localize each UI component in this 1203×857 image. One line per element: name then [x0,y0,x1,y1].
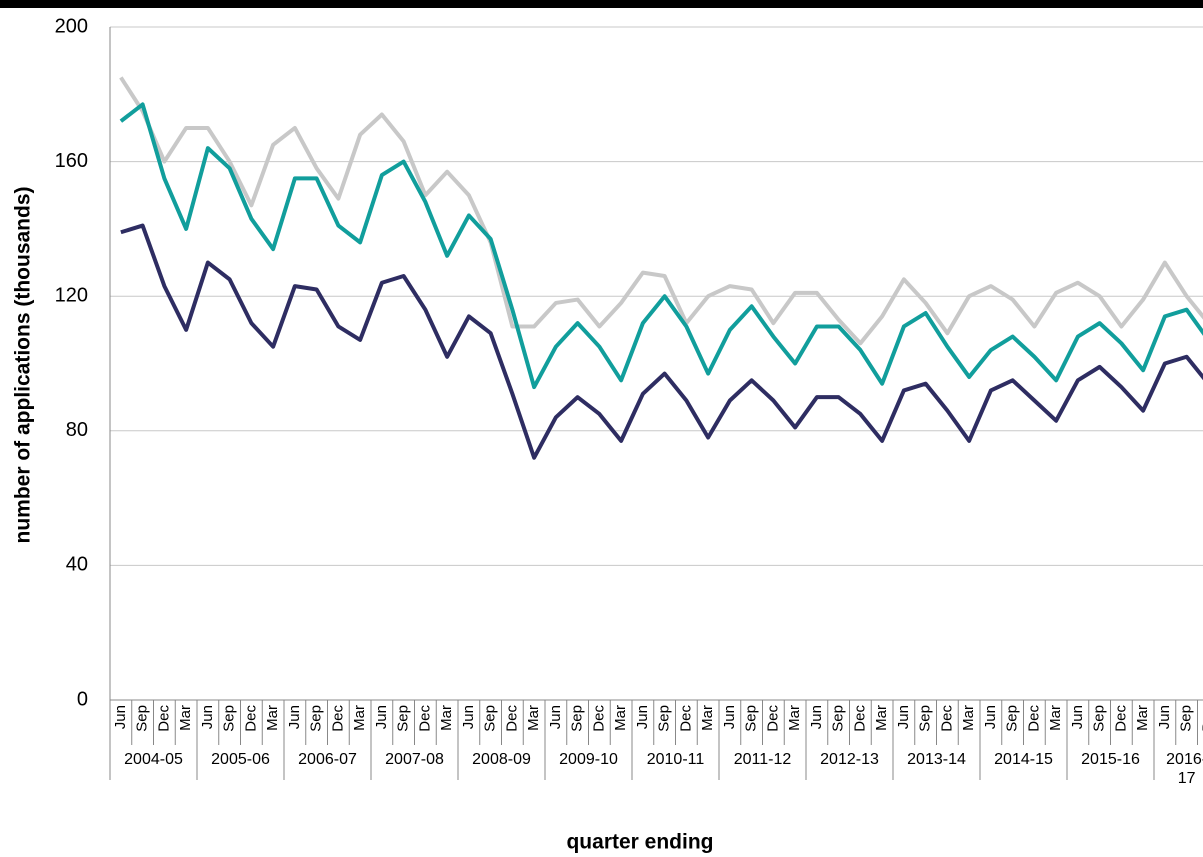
x-group-label: 2016-17 [1166,751,1203,787]
y-axis-title: number of applications (thousands) [12,186,35,543]
x-tick-label: Mar [525,705,542,731]
x-axis-title: quarter ending [566,831,713,854]
x-tick-label: Mar [786,705,803,731]
x-tick-label: Jun [1069,705,1086,729]
x-tick-label: Sep [656,705,673,732]
x-tick-label: Jun [982,705,999,729]
x-tick-label: Sep [308,705,325,732]
x-tick-label: Jun [547,705,564,729]
x-tick-label: Dec [851,705,868,732]
x-tick-label: Sep [395,705,412,732]
x-tick-label: Sep [569,705,586,732]
x-tick-label: Sep [1004,705,1021,732]
x-tick-label: Dec [242,705,259,732]
x-tick-label: Mar [177,705,194,731]
x-tick-label: Jun [199,705,216,729]
x-tick-label: Jun [721,705,738,729]
x-tick-label: Mar [699,705,716,731]
y-tick-label: 40 [66,554,88,576]
x-tick-label: Dec [764,705,781,732]
x-tick-label: Jun [373,705,390,729]
x-tick-label: Dec [503,705,520,732]
x-tick-label: Jun [460,705,477,729]
x-tick-label: Sep [1178,705,1195,732]
y-tick-label: 160 [55,150,88,172]
series-line [119,102,1203,390]
x-group-label: 2008-09 [472,751,531,768]
x-tick-label: Mar [1047,705,1064,731]
x-group-label: 2015-16 [1081,751,1140,768]
x-tick-label: Mar [438,705,455,731]
header-band [0,0,1203,8]
y-tick-label: 80 [66,419,88,441]
x-tick-label: Jun [634,705,651,729]
y-tick-label: 120 [55,284,88,306]
x-tick-label: Mar [612,705,629,731]
x-tick-label: Mar [1134,705,1151,731]
x-tick-label: Dec [416,705,433,732]
x-tick-label: Dec [590,705,607,732]
x-tick-label: Sep [482,705,499,732]
x-tick-label: Dec [938,705,955,732]
series-line [120,223,1203,460]
x-tick-label: Sep [221,705,238,732]
y-tick-label: 0 [77,688,88,710]
x-group-label: 2013-14 [907,751,966,768]
x-tick-label: Mar [873,705,890,731]
x-tick-label: Sep [830,705,847,732]
x-tick-label: Sep [1091,705,1108,732]
x-tick-label: Jun [808,705,825,729]
x-tick-label: Jun [112,705,129,729]
x-tick-label: Jun [286,705,303,729]
x-tick-label: Jun [895,705,912,729]
series-line [119,76,1203,346]
x-tick-label: Dec [329,705,346,732]
x-group-label: 2009-10 [559,751,618,768]
x-group-label: 2014-15 [994,751,1053,768]
x-group-label: 2012-13 [820,751,879,768]
x-group-label: 2004-05 [124,751,183,768]
x-tick-label: Sep [134,705,151,732]
x-tick-label: Dec [1112,705,1129,732]
x-tick-label: Sep [917,705,934,732]
x-group-label: 2011-12 [734,751,792,768]
x-group-label: 2010-11 [647,751,705,768]
x-tick-label: Dec [155,705,172,732]
x-tick-label: Mar [960,705,977,731]
x-tick-label: Mar [351,705,368,731]
x-tick-label: Dec [1199,705,1203,732]
x-group-label: 2006-07 [298,751,357,768]
x-tick-label: Jun [1156,705,1173,729]
x-group-label: 2007-08 [385,751,444,768]
x-tick-label: Dec [1025,705,1042,732]
x-group-label: 2005-06 [211,751,270,768]
x-tick-label: Dec [677,705,694,732]
x-tick-label: Sep [743,705,760,732]
x-tick-label: Mar [264,705,281,731]
y-tick-label: 200 [55,15,88,37]
